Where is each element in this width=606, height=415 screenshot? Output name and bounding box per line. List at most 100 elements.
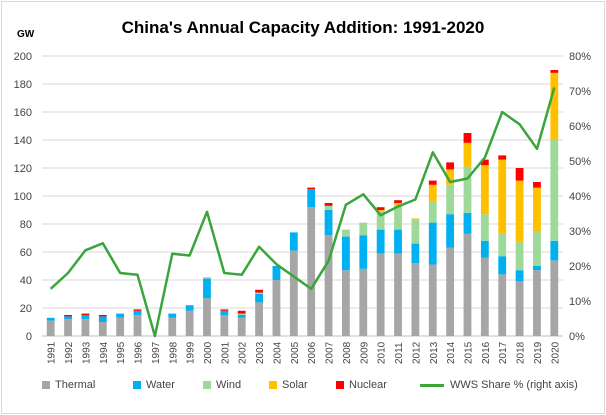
bar-water-2005 (289, 232, 298, 251)
bar-water-1998 (168, 313, 177, 318)
bar-water-1993 (81, 315, 90, 320)
x-tick-label: 2002 (238, 341, 249, 364)
bar-thermal-2016 (480, 257, 489, 336)
chart-title: China's Annual Capacity Addition: 1991-2… (121, 18, 485, 37)
bar-nuclear-2015 (463, 133, 472, 143)
bar-nuclear-2006 (307, 187, 316, 189)
bar-water-2015 (463, 212, 472, 234)
y-tick-label: 120 (14, 163, 32, 175)
bar-nuclear-2011 (394, 200, 402, 203)
bar-wind-2016 (480, 214, 489, 241)
bar-thermal-2007 (324, 235, 333, 336)
bar-nuclear-2003 (255, 289, 263, 293)
bar-wind-2007 (324, 205, 333, 210)
x-tick-label: 2015 (463, 341, 474, 364)
legend-label-solar: Solar (282, 379, 308, 391)
y-tick-label: 60 (20, 247, 32, 259)
bar-solar-2013 (428, 184, 437, 202)
bar-water-2009 (359, 235, 368, 269)
bar-thermal-2017 (498, 274, 507, 336)
x-tick-label: 2001 (220, 341, 231, 364)
bar-wind-2017 (498, 233, 507, 257)
y-axis-unit-label: GW (17, 29, 35, 40)
bar-nuclear-2001 (220, 309, 229, 311)
x-tick-label: 2008 (342, 341, 353, 364)
bar-water-2018 (515, 270, 524, 282)
bar-thermal-2013 (428, 264, 437, 336)
y-tick-label: 80 (20, 219, 32, 231)
bar-thermal-2002 (237, 317, 246, 336)
y-tick-label: 100 (14, 191, 32, 203)
bar-water-2002 (237, 315, 246, 318)
bar-water-2016 (480, 240, 489, 258)
bar-water-2003 (255, 294, 263, 303)
bar-wind-2015 (463, 166, 472, 213)
x-tick-label: 2014 (446, 341, 457, 364)
legend-nuclear: Nuclear (336, 377, 387, 393)
bar-thermal-1991 (46, 320, 55, 336)
bar-solar-2010 (376, 210, 385, 212)
bar-thermal-1999 (185, 310, 194, 336)
bar-thermal-2018 (515, 281, 524, 336)
legend-label-water: Water (146, 379, 175, 391)
bar-water-2007 (324, 210, 333, 236)
legend-label-wind: Wind (216, 379, 242, 391)
bar-nuclear-1992 (64, 315, 72, 317)
y-tick-label: 140 (14, 135, 32, 147)
bar-water-2017 (498, 256, 507, 275)
bar-thermal-2001 (220, 315, 229, 336)
bar-water-2011 (394, 229, 402, 254)
bar-water-1996 (133, 310, 142, 315)
x-tick-label: 2004 (272, 341, 283, 364)
bar-water-2013 (428, 222, 437, 265)
bar-thermal-1996 (133, 315, 142, 336)
legend-label-thermal: Thermal (55, 379, 96, 391)
x-tick-label: 1999 (186, 341, 197, 364)
legend-wind: Wind (203, 377, 241, 393)
bar-thermal-2012 (411, 263, 420, 336)
bar-solar-2015 (463, 142, 472, 167)
bar-thermal-2010 (376, 253, 385, 336)
legend-solar: Solar (269, 377, 308, 393)
bar-solar-2012 (411, 218, 420, 220)
y2-tick-label: 40% (569, 191, 591, 203)
bar-nuclear-2016 (480, 159, 489, 166)
bar-thermal-1992 (64, 319, 72, 336)
y-tick-label: 20 (20, 303, 32, 315)
legend-swatch-wind (203, 381, 211, 389)
bar-thermal-2008 (342, 270, 350, 336)
bar-solar-2020 (550, 72, 559, 140)
x-tick-label: 1993 (81, 341, 92, 364)
bar-wind-2002 (237, 313, 246, 315)
y2-tick-label: 0% (569, 331, 585, 343)
x-tick-label: 2016 (481, 341, 492, 364)
x-tick-label: 2006 (307, 341, 318, 364)
x-tick-label: 1997 (151, 341, 162, 364)
bar-water-2006 (307, 189, 316, 208)
bar-thermal-2009 (359, 268, 368, 336)
bar-nuclear-2019 (533, 182, 541, 188)
bar-thermal-2004 (272, 280, 281, 336)
bar-water-2020 (550, 240, 559, 261)
bar-thermal-2020 (550, 260, 559, 336)
x-tick-label: 2012 (411, 341, 422, 364)
legend-swatch-nuclear (336, 381, 344, 389)
bar-water-2000 (203, 278, 211, 299)
bar-solar-2019 (533, 187, 541, 231)
y2-tick-label: 10% (569, 296, 591, 308)
bar-nuclear-2002 (237, 310, 246, 314)
bar-nuclear-2013 (428, 180, 437, 185)
x-tick-label: 1994 (99, 341, 110, 364)
bar-water-1999 (185, 305, 194, 311)
bar-water-1995 (116, 313, 125, 318)
bar-nuclear-1993 (81, 313, 90, 315)
x-tick-label: 2018 (516, 341, 527, 364)
bar-thermal-2019 (533, 270, 541, 336)
bar-water-2004 (272, 266, 281, 280)
bar-thermal-1993 (81, 319, 90, 336)
legend-swatch-water (133, 381, 141, 389)
x-tick-label: 2003 (255, 341, 266, 364)
bar-water-2012 (411, 243, 420, 264)
bar-thermal-1998 (168, 317, 177, 336)
